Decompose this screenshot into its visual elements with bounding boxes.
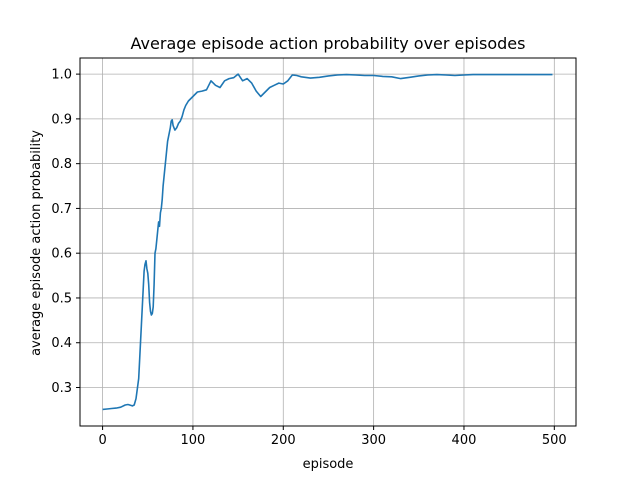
x-tick-label: 500 [542,433,567,448]
y-tick-label: 1.0 [51,68,72,83]
x-tick-label: 100 [181,433,206,448]
y-tick-label: 0.3 [51,381,72,396]
y-tick-label: 0.5 [51,291,72,306]
axes-frame [79,57,577,427]
plot-area [102,73,553,411]
y-axis-label: average episode action probability [29,130,44,356]
y-tick-label: 0.9 [51,112,72,127]
x-axis-ticks: 0 100 200 300 400 500 [98,426,567,448]
x-axis-label: episode [303,457,354,472]
x-tick-label: 400 [452,433,477,448]
series-line [102,73,553,411]
x-tick-label: 0 [98,433,106,448]
y-tick-label: 0.4 [51,336,72,351]
y-tick-label: 0.6 [51,247,72,262]
y-tick-label: 0.8 [51,157,72,172]
y-axis-ticks: 0.3 0.4 0.5 0.6 0.7 0.8 0.9 1.0 [51,68,80,396]
x-tick-label: 200 [271,433,296,448]
x-tick-label: 300 [361,433,386,448]
y-tick-label: 0.7 [51,202,72,217]
chart-title: Average episode action probability over … [131,34,526,53]
